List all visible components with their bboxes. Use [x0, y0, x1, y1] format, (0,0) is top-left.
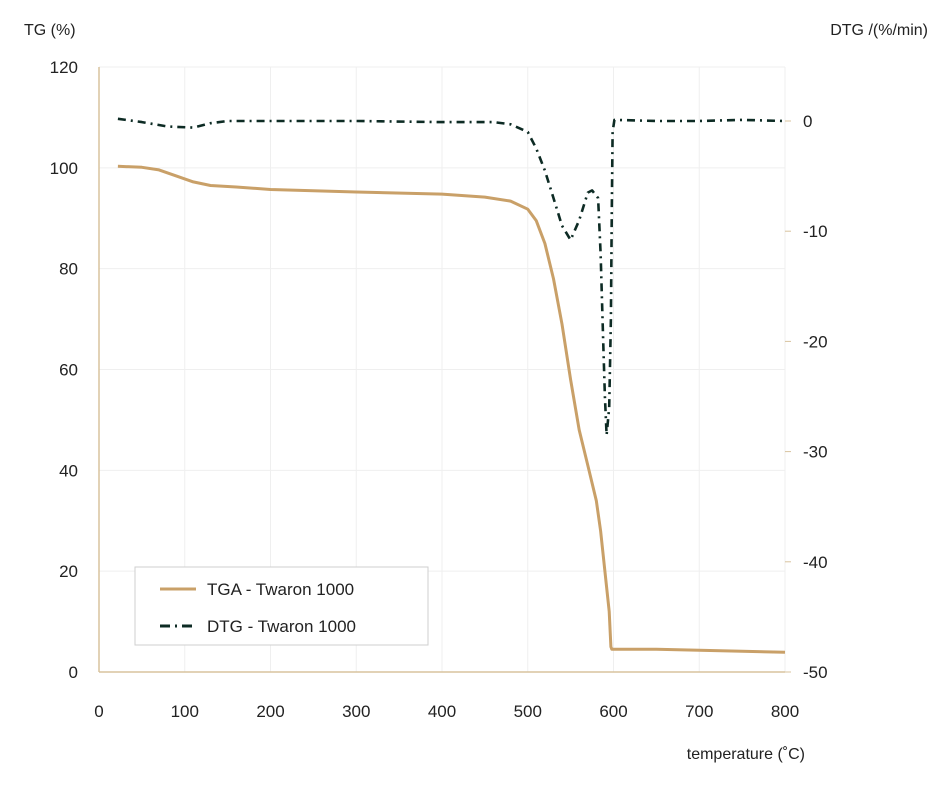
y-tick-label: 80	[59, 260, 78, 279]
y-tick-label: 0	[69, 663, 78, 682]
x-tick-label: 300	[342, 702, 370, 721]
legend-box	[134, 566, 429, 646]
tick-labels: 0 100 200 300 400 500 600 700 800 0 20 40 60 80 100 120…	[50, 58, 828, 721]
tga-series-line	[117, 164, 786, 654]
y2-tick-label: -10	[803, 222, 828, 241]
y-axis-label: TG (%)	[24, 22, 76, 39]
y-tick-label: 100	[50, 159, 78, 178]
axes	[98, 67, 791, 673]
y-tick-label: 120	[50, 58, 78, 77]
x-tick-label: 200	[256, 702, 284, 721]
x-tick-label: 100	[171, 702, 199, 721]
y2-axis-label: DTG /(%/min)	[830, 22, 928, 39]
legend-label-dtg: DTG - Twaron 1000	[207, 617, 356, 636]
y2-tick-label: -40	[803, 553, 828, 572]
y2-tick-label: -20	[803, 332, 828, 351]
legend-label-tga: TGA - Twaron 1000	[207, 580, 354, 599]
x-tick-label: 500	[514, 702, 542, 721]
x-tick-label: 400	[428, 702, 456, 721]
x-tick-label: 0	[94, 702, 103, 721]
x-tick-label: 600	[599, 702, 627, 721]
y-tick-label: 60	[59, 361, 78, 380]
legend: TGA - Twaron 1000 DTG - Twaron 1000	[134, 566, 429, 646]
series-lines	[117, 117, 786, 654]
grid	[99, 66, 786, 672]
x-axis-label: temperature (˚C)	[687, 746, 805, 763]
y2-tick-label: 0	[803, 112, 812, 131]
y2-tick-label: -50	[803, 663, 828, 682]
y2-tick-label: -30	[803, 443, 828, 462]
y-tick-label: 20	[59, 562, 78, 581]
x-tick-label: 700	[685, 702, 713, 721]
y-tick-label: 40	[59, 461, 78, 480]
x-tick-label: 800	[771, 702, 799, 721]
dtg-series-line	[117, 117, 786, 437]
